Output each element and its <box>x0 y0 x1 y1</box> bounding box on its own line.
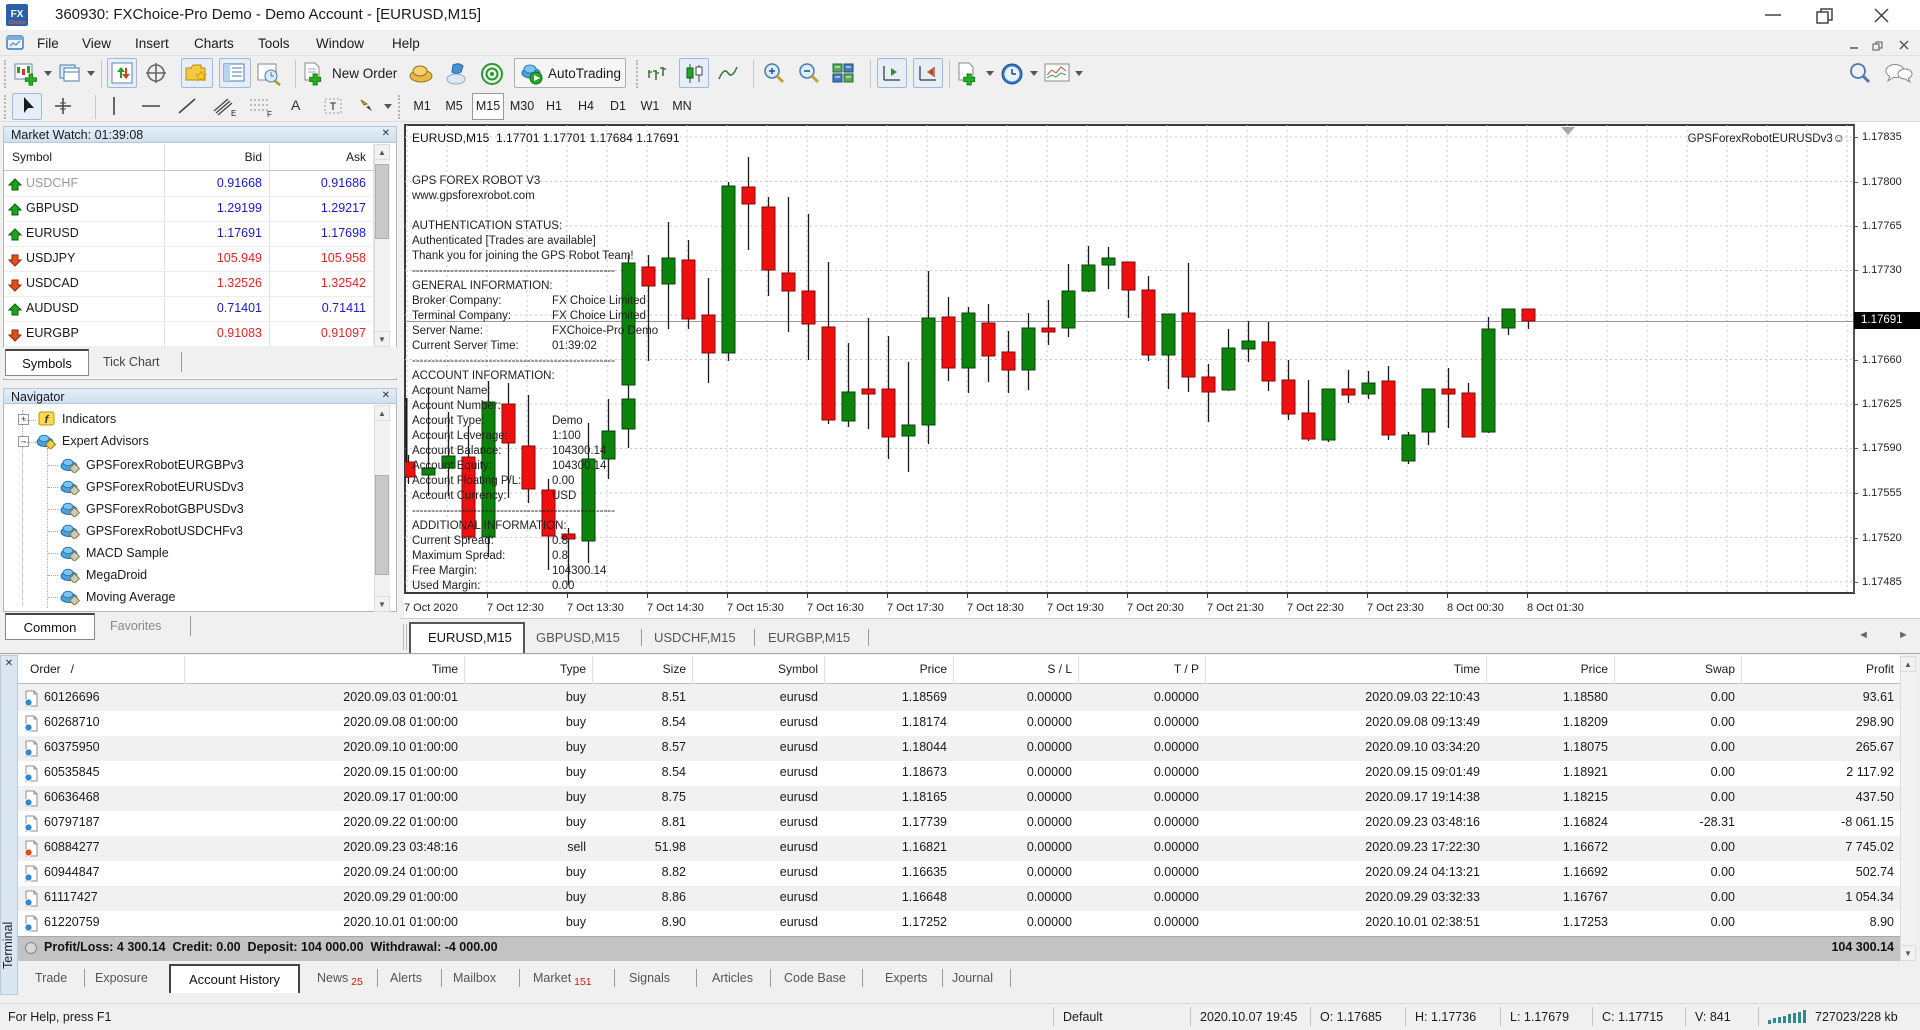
svg-text:F: F <box>267 110 272 119</box>
svg-text:f: f <box>45 414 50 426</box>
svg-text:T: T <box>330 101 337 113</box>
svg-text:Choice: Choice <box>8 20 25 26</box>
svg-text:E: E <box>231 109 236 118</box>
svg-text:FX: FX <box>11 9 24 20</box>
